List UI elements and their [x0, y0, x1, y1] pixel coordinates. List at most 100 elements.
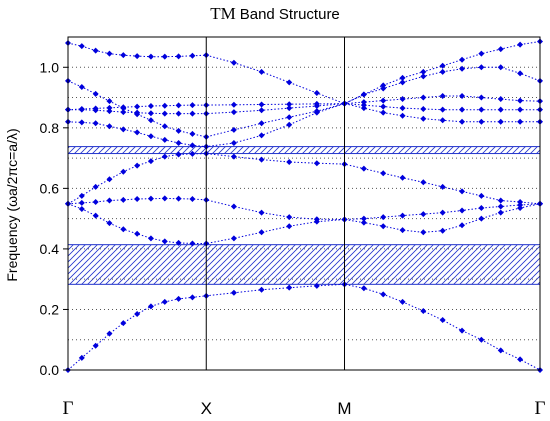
band-point: [120, 196, 127, 203]
band-point: [175, 195, 182, 202]
band-point: [360, 99, 367, 106]
band-point: [175, 102, 182, 109]
band-point: [459, 65, 466, 72]
band-point: [78, 43, 85, 50]
band-point: [420, 115, 427, 122]
band-point: [161, 153, 168, 160]
band-point: [313, 90, 320, 97]
band-point: [189, 195, 196, 202]
band-point: [134, 162, 141, 169]
band-point: [459, 93, 466, 100]
band-point: [478, 106, 485, 113]
band-point: [92, 105, 99, 112]
band-point: [439, 227, 446, 234]
band-point: [313, 282, 320, 289]
band-point: [258, 101, 265, 108]
band-point: [92, 120, 99, 127]
band-point: [478, 94, 485, 101]
band-point: [286, 101, 293, 108]
band-point: [147, 303, 154, 310]
band-point: [439, 209, 446, 216]
band-point: [286, 214, 293, 221]
band-point: [399, 74, 406, 81]
band-point: [120, 105, 127, 112]
band-point: [517, 356, 524, 363]
band-point: [439, 183, 446, 190]
band-point: [459, 207, 466, 214]
band-point: [380, 170, 387, 177]
k-point-label: M: [337, 399, 351, 418]
band-point: [286, 223, 293, 230]
band-point: [286, 159, 293, 166]
band-point: [106, 50, 113, 57]
band-point: [497, 46, 504, 53]
band-point: [106, 98, 113, 105]
band-point: [497, 118, 504, 125]
band-point: [380, 223, 387, 230]
band-point: [147, 195, 154, 202]
band-line: [67, 153, 541, 205]
band-point: [286, 114, 293, 121]
band-point: [399, 105, 406, 112]
band-point: [497, 203, 504, 210]
band-point: [439, 317, 446, 324]
band-point: [92, 198, 99, 205]
band-point: [134, 129, 141, 136]
band-point: [175, 295, 182, 302]
band-point: [161, 110, 168, 117]
band-point: [420, 106, 427, 113]
band-point: [189, 240, 196, 247]
band-point: [230, 203, 237, 210]
band-gap-2: [67, 146, 541, 155]
band-point: [497, 347, 504, 354]
band-2: [65, 200, 543, 247]
band-point: [286, 79, 293, 86]
band-point: [120, 168, 127, 175]
band-point: [161, 298, 168, 305]
band-point: [134, 103, 141, 110]
band-point: [380, 214, 387, 221]
band-point: [313, 100, 320, 107]
band-point: [517, 106, 524, 113]
band-point: [106, 176, 113, 183]
band-point: [175, 151, 182, 158]
band-8: [65, 64, 543, 140]
band-point: [399, 174, 406, 181]
band-point: [106, 330, 113, 337]
band-point: [360, 105, 367, 112]
band-point: [120, 226, 127, 233]
band-point: [360, 102, 367, 109]
band-point: [360, 91, 367, 98]
band-point: [459, 222, 466, 229]
band-point: [478, 215, 485, 222]
band-point: [230, 139, 237, 146]
band-point: [459, 327, 466, 334]
band-1: [65, 281, 543, 373]
band-point: [258, 107, 265, 114]
band-point: [147, 103, 154, 110]
band-point: [189, 52, 196, 59]
band-point: [78, 354, 85, 361]
band-point: [175, 239, 182, 246]
band-point: [78, 83, 85, 90]
band-point: [420, 179, 427, 186]
band-point: [106, 220, 113, 227]
band-point: [189, 150, 196, 157]
band-point: [175, 139, 182, 146]
band-point: [230, 109, 237, 116]
band-point: [120, 109, 127, 116]
band-point: [439, 62, 446, 69]
band-point: [230, 126, 237, 133]
band-point: [497, 96, 504, 103]
band-point: [517, 118, 524, 125]
band-point: [92, 342, 99, 349]
band-point: [459, 188, 466, 195]
k-point-label: Γ: [63, 398, 74, 419]
band-point: [161, 136, 168, 143]
band-point: [189, 142, 196, 149]
band-point: [230, 289, 237, 296]
k-point-label: Γ: [535, 398, 546, 419]
band-point: [360, 215, 367, 222]
band-point: [134, 53, 141, 60]
